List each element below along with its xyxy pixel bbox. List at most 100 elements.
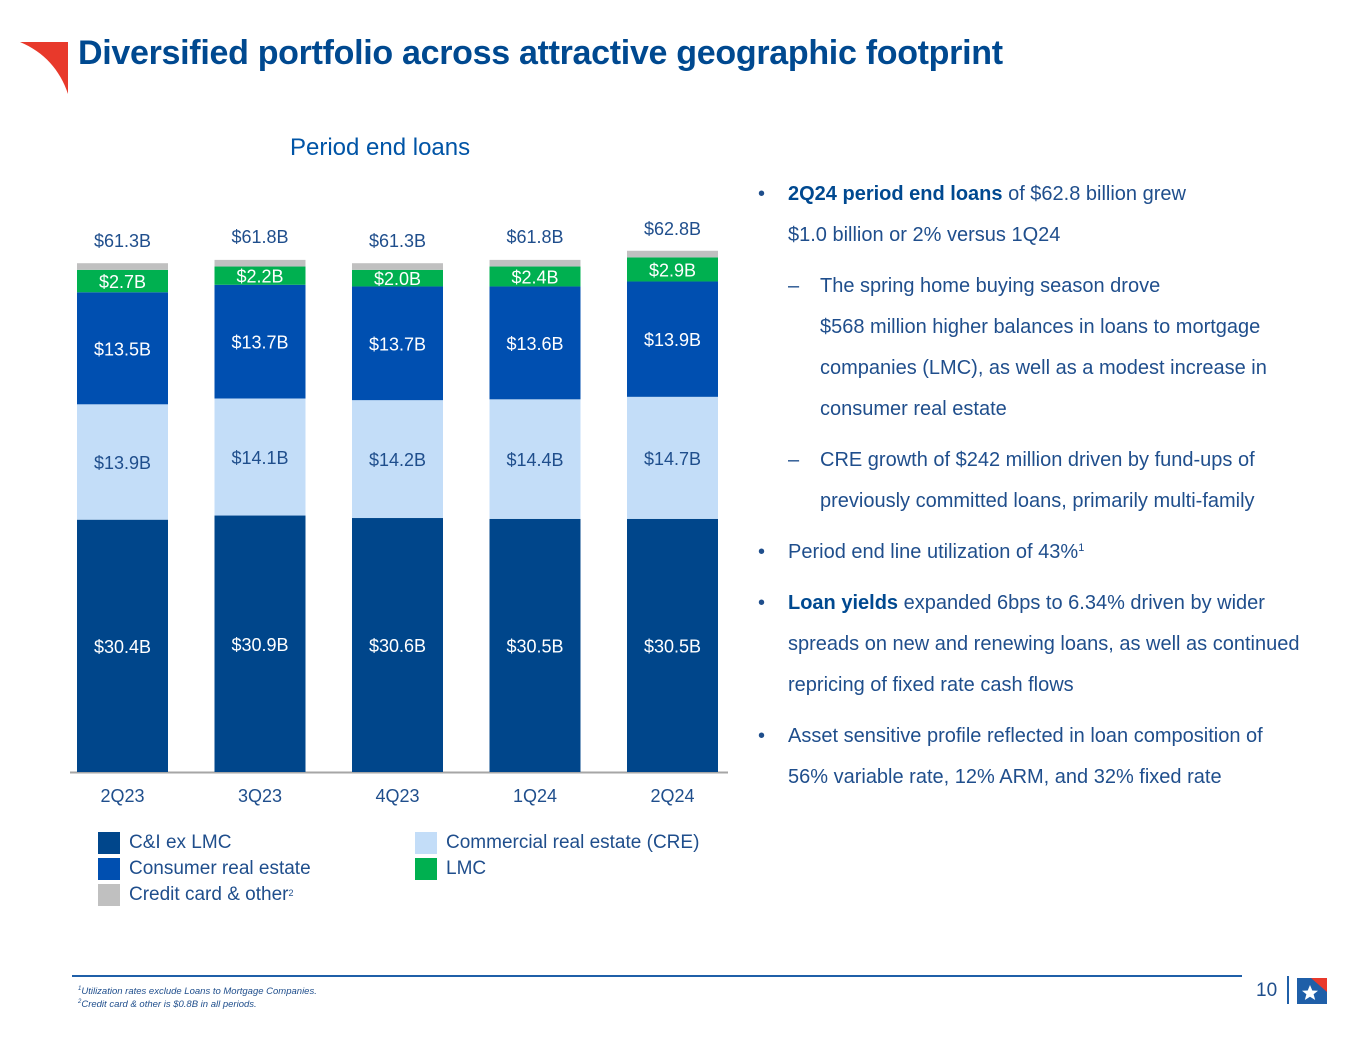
legend-item-consumer-re: Consumer real estate xyxy=(98,858,311,880)
legend-label: Credit card & other xyxy=(129,884,289,905)
footnotes: 1Utilization rates exclude Loans to Mort… xyxy=(78,984,317,1010)
data-label: $30.5B xyxy=(506,636,563,656)
data-label: $30.4B xyxy=(94,637,151,657)
total-label: $61.8B xyxy=(506,227,563,247)
footnote-ref: 2 xyxy=(288,888,294,898)
bar-segment-cre xyxy=(214,398,306,516)
legend-label: Consumer real estate xyxy=(129,858,311,879)
legend-item-cre: Commercial real estate (CRE) xyxy=(415,832,699,854)
data-label: $13.7B xyxy=(231,333,288,353)
bar-segment-cre xyxy=(352,400,443,519)
sub-bullet-lmc: The spring home buying season drove $568… xyxy=(758,266,1300,430)
total-label: $61.3B xyxy=(369,231,426,251)
data-label: $2.9B xyxy=(649,260,696,280)
bar-segment-consumer-re xyxy=(77,292,168,405)
footnote-ref: 1 xyxy=(1078,542,1085,554)
legend-label: LMC xyxy=(446,858,487,879)
legend-item-ci-ex-lmc: C&I ex LMC xyxy=(98,832,231,854)
bar-segment-cre xyxy=(489,399,581,519)
x-tick-label: 2Q24 xyxy=(650,786,694,806)
data-label: $13.9B xyxy=(644,330,701,350)
footnote-marker: 1 xyxy=(78,986,82,992)
x-tick-label: 2Q23 xyxy=(100,786,144,806)
legend-swatch xyxy=(415,858,437,880)
data-label: $30.5B xyxy=(644,636,701,656)
bar-segment-ci-ex-lmc xyxy=(352,518,443,772)
bar-segment-lmc xyxy=(352,269,443,287)
sub-bullet-text: The spring home buying season drove xyxy=(820,275,1161,297)
bar-segment-lmc xyxy=(77,269,168,293)
legend-swatch xyxy=(98,884,120,906)
bar-segment-credit-card-other xyxy=(627,250,718,258)
total-label: $62.8B xyxy=(644,219,701,239)
legend-item-credit-card-other: Credit card & other 2 xyxy=(98,884,293,906)
bullet-text: of $62.8 billion grew xyxy=(1002,183,1186,205)
bar-segment-credit-card-other xyxy=(214,259,306,267)
bar-segment-credit-card-other xyxy=(352,263,443,270)
data-label: $13.7B xyxy=(369,334,426,354)
sub-bullet-text: $568 million higher balances in loans to… xyxy=(820,316,1267,420)
bullet-text: $1.0 billion or 2% versus 1Q24 xyxy=(788,224,1061,246)
data-label: $30.6B xyxy=(369,636,426,656)
bar-segment-cre xyxy=(627,396,718,519)
bar-segment-credit-card-other xyxy=(489,259,581,267)
data-label: $14.2B xyxy=(369,450,426,470)
data-label: $2.2B xyxy=(236,267,283,287)
page-number-divider xyxy=(1287,976,1289,1004)
footnote-1: 1Utilization rates exclude Loans to Mort… xyxy=(78,984,317,997)
data-label: $13.6B xyxy=(506,334,563,354)
bar-segment-credit-card-other xyxy=(77,263,168,270)
legend-swatch xyxy=(98,832,120,854)
bar-segment-lmc xyxy=(214,266,306,285)
x-tick-label: 4Q23 xyxy=(375,786,419,806)
legend-label: C&I ex LMC xyxy=(129,832,232,853)
page-number: 10 xyxy=(1256,980,1278,1001)
data-label: $14.4B xyxy=(506,450,563,470)
bar-segment-ci-ex-lmc xyxy=(77,519,168,772)
page-title: Diversified portfolio across attractive … xyxy=(78,34,1003,72)
bar-segment-consumer-re xyxy=(489,286,581,400)
legend-swatch xyxy=(98,858,120,880)
footnote-text: Credit card & other is $0.8B in all peri… xyxy=(81,999,257,1011)
footnote-2: 2Credit card & other is $0.8B in all per… xyxy=(78,997,317,1010)
bar-segment-ci-ex-lmc xyxy=(627,518,718,772)
footer-divider xyxy=(72,975,1242,977)
data-label: $30.9B xyxy=(231,635,288,655)
bar-segment-consumer-re xyxy=(627,281,718,397)
legend-label: Commercial real estate (CRE) xyxy=(446,832,700,853)
data-label: $13.5B xyxy=(94,339,151,359)
commentary-bullets: 2Q24 period end loans of $62.8 billion g… xyxy=(758,174,1338,808)
total-label: $61.3B xyxy=(94,231,151,251)
bullet-heading: Loan yields xyxy=(788,592,899,614)
data-label: $2.4B xyxy=(511,267,558,287)
data-label: $2.0B xyxy=(374,269,421,289)
data-label: $13.9B xyxy=(94,453,151,473)
bar-segment-lmc xyxy=(627,257,718,282)
bullet-line-utilization: Period end line utilization of 43%1 xyxy=(758,532,1338,573)
bullet-period-end-loans: 2Q24 period end loans of $62.8 billion g… xyxy=(758,174,1338,256)
star-flag-logo-icon xyxy=(1297,978,1327,1004)
data-label: $2.7B xyxy=(99,272,146,292)
sub-bullet-cre: CRE growth of $242 million driven by fun… xyxy=(758,440,1300,522)
legend-swatch xyxy=(415,832,437,854)
bar-segment-cre xyxy=(77,404,168,520)
bar-segment-lmc xyxy=(489,266,581,287)
bullet-heading: 2Q24 period end loans xyxy=(788,183,1003,205)
bar-segment-ci-ex-lmc xyxy=(489,518,581,772)
legend-item-lmc: LMC xyxy=(415,858,486,880)
sub-bullet-text: CRE growth of $242 million driven by fun… xyxy=(820,449,1255,512)
bar-segment-consumer-re xyxy=(214,284,306,399)
bullet-asset-sensitive: Asset sensitive profile reflected in loa… xyxy=(758,716,1308,798)
data-label: $14.7B xyxy=(644,449,701,469)
chart-title: Period end loans xyxy=(290,134,471,161)
stacked-bar-chart: $30.4B $13.9B $13.5B $2.7B $61.3B 2Q23 $30.9B $… xyxy=(70,219,728,806)
bar-segment-ci-ex-lmc xyxy=(214,515,306,772)
bullet-text: Period end line utilization of 43% xyxy=(788,541,1079,563)
x-tick-label: 3Q23 xyxy=(238,786,282,806)
bullet-text: expanded 6bps to 6.34% driven by wider s… xyxy=(788,592,1300,696)
data-label: $14.1B xyxy=(231,448,288,468)
footnote-text: Utilization rates exclude Loans to Mortg… xyxy=(81,986,317,998)
x-tick-label: 1Q24 xyxy=(513,786,557,806)
bar-segment-consumer-re xyxy=(352,286,443,401)
red-corner-flag-icon xyxy=(20,42,68,94)
